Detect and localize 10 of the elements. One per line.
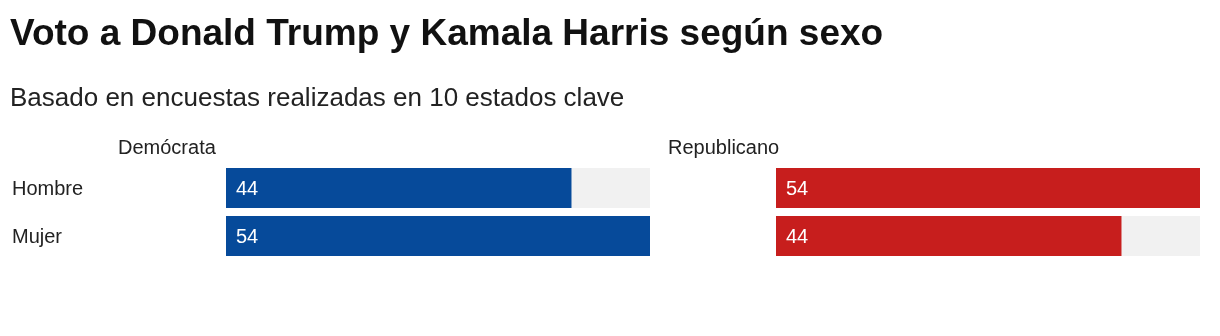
data-label: 54 bbox=[236, 224, 259, 247]
text: Basado en encuestas realizadas en 10 estados clave bbox=[10, 82, 625, 113]
text: Voto a Donald Trump y Kamala Harris según sexo bbox=[10, 12, 884, 54]
chart-title: Republicano bbox=[668, 136, 781, 160]
data-label: 44 bbox=[786, 224, 809, 247]
y-tick-label: Mujer bbox=[12, 224, 63, 247]
chart-title: Demócrata bbox=[117, 136, 217, 160]
data-label: 54 bbox=[786, 176, 809, 199]
data-label: 44 bbox=[236, 176, 259, 199]
y-tick-label: Hombre bbox=[12, 176, 84, 199]
